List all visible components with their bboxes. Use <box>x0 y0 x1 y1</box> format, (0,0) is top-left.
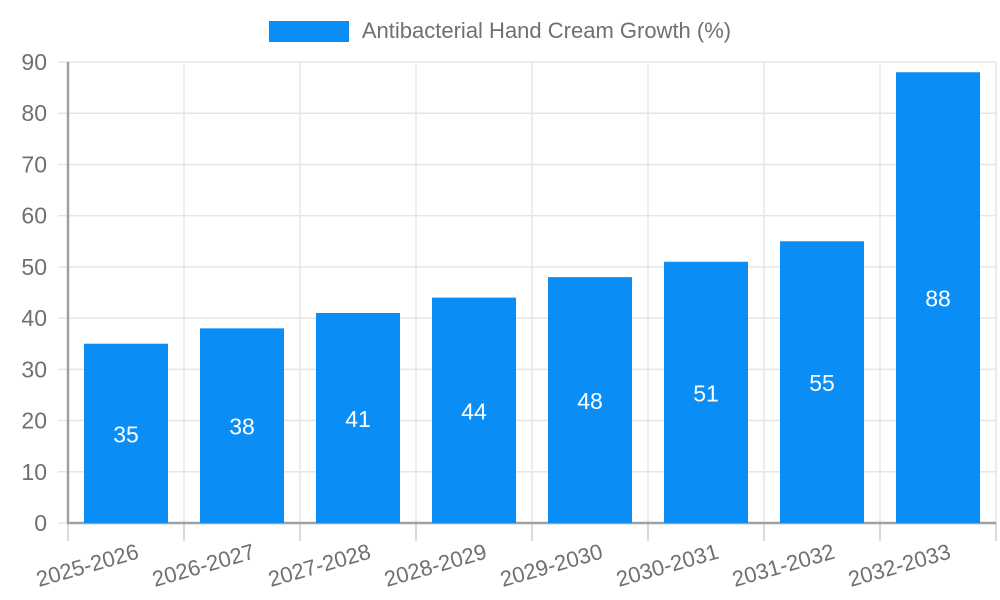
bar[interactable] <box>200 328 284 523</box>
x-tick-label: 2025-2026 <box>33 539 141 592</box>
x-tick-label: 2026-2027 <box>149 539 257 592</box>
x-tick-label: 2031-2032 <box>729 539 837 592</box>
bar-value-label: 88 <box>925 286 951 312</box>
y-tick-label: 20 <box>21 408 47 434</box>
x-tick-label: 2029-2030 <box>497 539 605 592</box>
y-tick-label: 30 <box>21 356 47 382</box>
bar-value-label: 41 <box>345 406 371 432</box>
bar[interactable] <box>432 297 516 523</box>
bar[interactable] <box>780 241 864 523</box>
bar[interactable] <box>316 312 400 523</box>
y-tick-label: 40 <box>21 305 47 331</box>
bar[interactable] <box>664 261 748 523</box>
bar-value-label: 35 <box>113 421 139 447</box>
legend-label: Antibacterial Hand Cream Growth (%) <box>361 18 732 43</box>
bar-value-label: 44 <box>461 398 487 424</box>
x-tick-label: 2028-2029 <box>381 539 489 592</box>
bar-value-label: 51 <box>693 380 719 406</box>
x-tick-label: 2032-2033 <box>845 539 953 592</box>
bar[interactable] <box>548 277 632 523</box>
y-tick-label: 70 <box>21 151 47 177</box>
y-tick-label: 10 <box>21 459 47 485</box>
y-tick-label: 80 <box>21 100 47 126</box>
x-tick-label: 2027-2028 <box>265 539 373 592</box>
y-tick-label: 50 <box>21 254 47 280</box>
bar[interactable] <box>84 343 168 523</box>
legend-swatch <box>268 20 349 42</box>
x-tick-label: 2030-2031 <box>613 539 721 592</box>
bar-value-label: 55 <box>809 370 835 396</box>
y-tick-label: 60 <box>21 203 47 229</box>
y-tick-label: 0 <box>34 510 47 536</box>
legend-item[interactable]: Antibacterial Hand Cream Growth (%) <box>0 18 1000 44</box>
bar-value-label: 48 <box>577 388 603 414</box>
bar[interactable] <box>896 72 980 523</box>
bar-value-label: 38 <box>229 414 255 440</box>
y-tick-label: 90 <box>21 49 47 75</box>
